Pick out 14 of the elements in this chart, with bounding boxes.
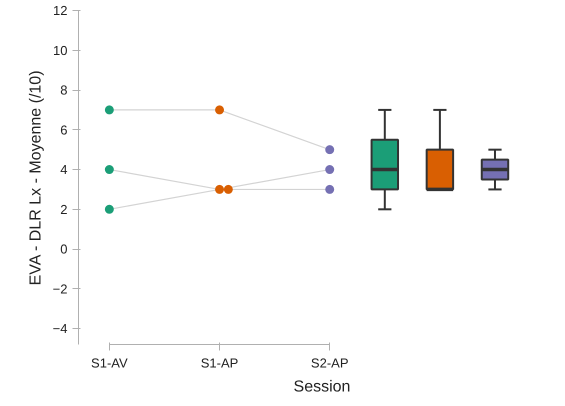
y-tick-label: 2 [60,202,68,217]
y-axis-title: EVA - DLR Lx - Moyenne (/10) [28,70,45,286]
y-tick-label: 8 [60,82,68,98]
x-tick-label: S1-AP [200,356,238,370]
y-tick-label: 6 [60,122,68,138]
x-axis-title: Session [294,378,350,396]
x-tick-label: S1-AV [91,356,128,370]
y-tick-label: 10 [53,42,68,58]
x-tick-label: S2-AP [310,356,349,370]
y-tick-label: 0 [60,242,68,257]
y-tick-label: 12 [53,3,68,18]
y-tick-label: −4 [52,321,68,336]
y-tick-label: 4 [60,162,68,178]
y-tick-label: −2 [52,281,68,296]
